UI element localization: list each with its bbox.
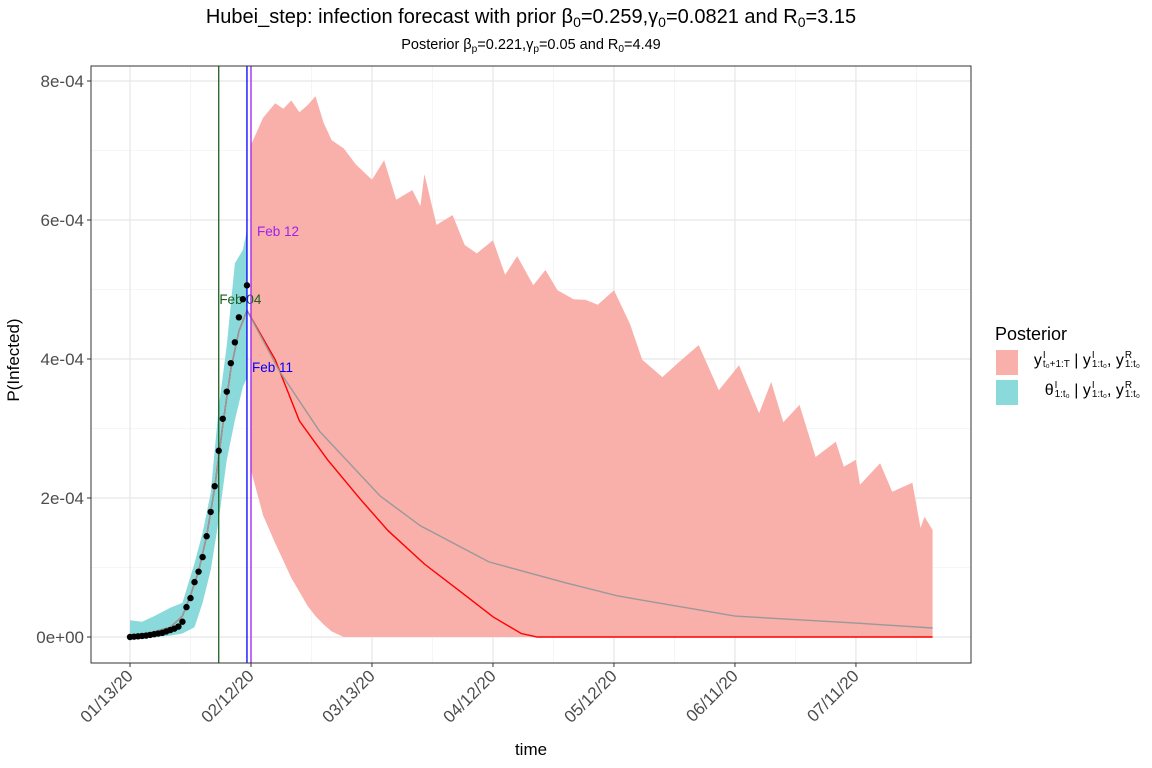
chart-title: Hubei_step: infection forecast with prio…: [0, 6, 1062, 29]
y-tick-label: 0e+00: [36, 628, 84, 647]
subscript: 0: [658, 14, 666, 31]
observed-point: [211, 482, 218, 490]
plot-panel-border: [90, 65, 972, 664]
observed-point: [191, 578, 198, 586]
observed-point: [195, 568, 202, 575]
sup-sub: I 1:t₀: [1091, 350, 1107, 370]
text-part: Hubei_step: infection forecast with prio…: [205, 6, 574, 28]
forecast-credible-band: [251, 96, 933, 638]
legend-key-fit: [996, 380, 1018, 405]
observed-point: [175, 623, 182, 630]
text-part: | y: [1069, 352, 1091, 369]
text-part: =0.0821 and R: [665, 6, 798, 28]
observed-point: [203, 533, 210, 540]
x-tick-label: 04/12/20: [440, 666, 500, 726]
observed-point: [231, 339, 239, 346]
observed-point: [239, 296, 247, 303]
text-part: Posterior β: [401, 37, 472, 53]
y-axis-label: P(Infected): [4, 318, 23, 402]
text-part: , y: [1106, 382, 1124, 399]
observed-point: [187, 594, 194, 602]
observed-point: [235, 314, 243, 321]
x-tick-label: 02/12/20: [198, 666, 258, 726]
vline-label: Feb 11: [252, 360, 293, 375]
subscript: 0: [618, 44, 625, 56]
bands: [130, 96, 933, 638]
x-tick-label: 01/13/20: [77, 666, 137, 726]
text-part: =0.221,γ: [477, 37, 534, 53]
observed-point: [243, 282, 251, 289]
text-part: | y: [1069, 382, 1091, 399]
text-part: =3.15: [805, 6, 857, 28]
x-tick-label: 06/11/20: [682, 666, 741, 725]
text-part: =0.259,γ: [580, 6, 659, 28]
text-part: =4.49: [624, 37, 661, 53]
legend-title: Posterior: [995, 324, 1068, 344]
legend-key-forecast: [996, 350, 1018, 375]
observed-point: [183, 603, 190, 611]
y-tick-label: 6e-04: [41, 211, 84, 230]
sup-sub: R 1:t₀: [1124, 350, 1140, 370]
observed-point: [227, 359, 235, 367]
observed-point: [215, 447, 222, 454]
text-part: y: [1033, 352, 1042, 369]
x-tick-label: 07/11/20: [803, 666, 862, 725]
x-tick-label: 05/12/20: [561, 666, 621, 726]
sup-sub: I 1:t₀: [1054, 380, 1070, 400]
text-part: , y: [1106, 352, 1124, 369]
chart-subtitle: Posterior βp=0.221,γp=0.05 and R0=4.49: [0, 37, 1062, 56]
sup-sub: I 1:t₀: [1091, 380, 1107, 400]
fit-credible-band: [130, 229, 247, 637]
sup-sub: R 1:t₀: [1124, 380, 1140, 400]
observed-point: [179, 618, 186, 625]
text-part: =0.05 and R: [538, 37, 619, 53]
x-axis-label: time: [514, 740, 548, 759]
y-tick-label: 4e-04: [41, 350, 84, 369]
observed-point: [199, 553, 206, 561]
subscript: p: [471, 44, 478, 56]
observed-point: [219, 415, 226, 422]
y-tick-label: 8e-04: [41, 72, 84, 91]
x-tick-label: 03/13/20: [319, 666, 379, 726]
observed-point: [223, 388, 230, 395]
y-tick-label: 2e-04: [41, 489, 84, 508]
subscript: 0: [573, 14, 581, 31]
legend-label-fit: θ I 1:t₀ | y I 1:t₀, y R 1:t₀: [1022, 380, 1140, 400]
observed-point: [207, 508, 214, 516]
vline-label: Feb 12: [257, 224, 299, 239]
subscript: p: [533, 44, 539, 56]
text-part: θ: [1044, 382, 1054, 399]
observed-points: [126, 282, 251, 641]
subscript: 0: [797, 14, 806, 31]
